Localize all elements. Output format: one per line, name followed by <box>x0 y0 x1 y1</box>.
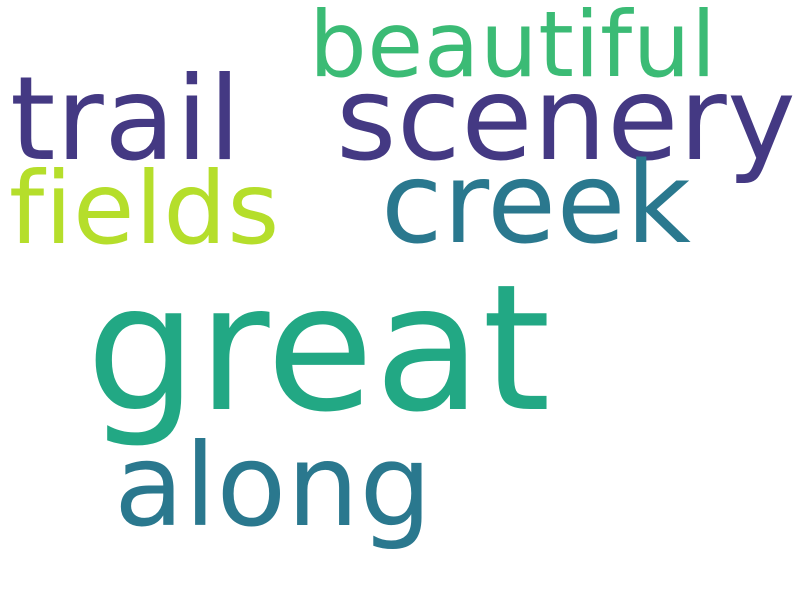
word-along: along <box>114 419 433 552</box>
word-scenery: scenery <box>336 52 797 187</box>
word-creek: creek <box>381 139 692 269</box>
word-trail: trail <box>10 52 242 187</box>
word-beautiful: beautiful <box>309 0 717 98</box>
word-fields: fields <box>9 150 280 267</box>
word-great: great <box>86 248 552 451</box>
